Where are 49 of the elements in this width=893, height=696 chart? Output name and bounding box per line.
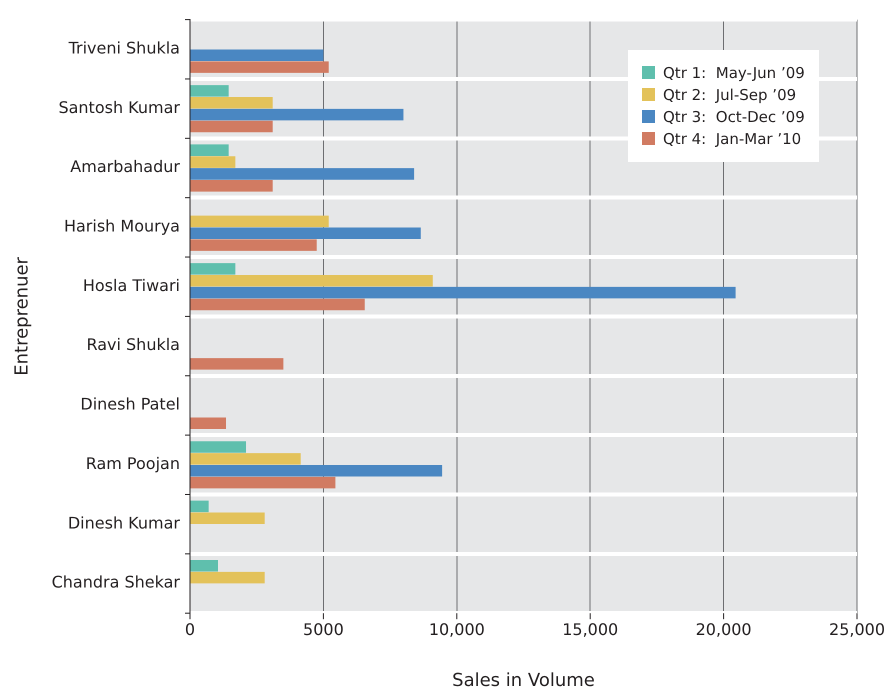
bar (190, 120, 273, 132)
legend-label: Qtr 2: Jul-Sep ’09 (663, 86, 796, 104)
y-tick-label: Ram Poojan (86, 454, 180, 473)
bar (190, 156, 236, 168)
bar (190, 298, 365, 310)
y-tick-label: Chandra Shekar (52, 572, 180, 592)
legend-label: Qtr 1: May-Jun ’09 (663, 64, 805, 82)
bar (190, 476, 336, 488)
bar (190, 441, 246, 453)
bar (190, 144, 229, 156)
bar (190, 512, 265, 524)
bar (190, 286, 736, 298)
bar (190, 228, 421, 240)
x-tick-label: 20,000 (696, 620, 752, 639)
bar (190, 216, 329, 228)
bar (190, 96, 273, 108)
y-tick-label: Harish Mourya (64, 216, 180, 236)
bar (190, 453, 301, 465)
x-tick-label: 15,000 (562, 620, 618, 639)
x-tick-label: 0 (184, 620, 196, 639)
bar (190, 572, 265, 584)
bar (190, 49, 324, 61)
legend-label: Qtr 3: Oct-Dec ’09 (663, 108, 805, 126)
x-tick-label: 25,000 (829, 620, 885, 639)
legend-label: Qtr 4: Jan-Mar ’10 (663, 130, 802, 148)
y-tick-label: Dinesh Patel (80, 394, 180, 414)
y-tick-label: Santosh Kumar (58, 98, 180, 117)
bar (190, 500, 209, 512)
bar (190, 168, 414, 180)
bar (190, 263, 236, 275)
x-tick-label: 10,000 (428, 620, 485, 639)
bar (190, 417, 226, 430)
bar (190, 239, 317, 251)
bar (190, 560, 218, 572)
y-tick-label: Triveni Shukla (68, 38, 180, 58)
bar (190, 85, 229, 97)
bar (190, 358, 284, 370)
x-tick-label: 5000 (303, 620, 344, 639)
bar (190, 108, 404, 120)
y-tick-label: Dinesh Kumar (68, 513, 180, 532)
bar (190, 464, 442, 476)
y-tick-label: Ravi Shukla (86, 335, 180, 354)
bar (190, 61, 329, 73)
bar (190, 275, 433, 287)
x-axis-title: Sales in Volume (452, 670, 595, 691)
bar (190, 180, 273, 192)
y-axis-title: Entreprenuer (11, 256, 32, 376)
y-tick-label: Amarbahadur (70, 157, 180, 176)
y-tick-label: Hosla Tiwari (82, 276, 180, 295)
